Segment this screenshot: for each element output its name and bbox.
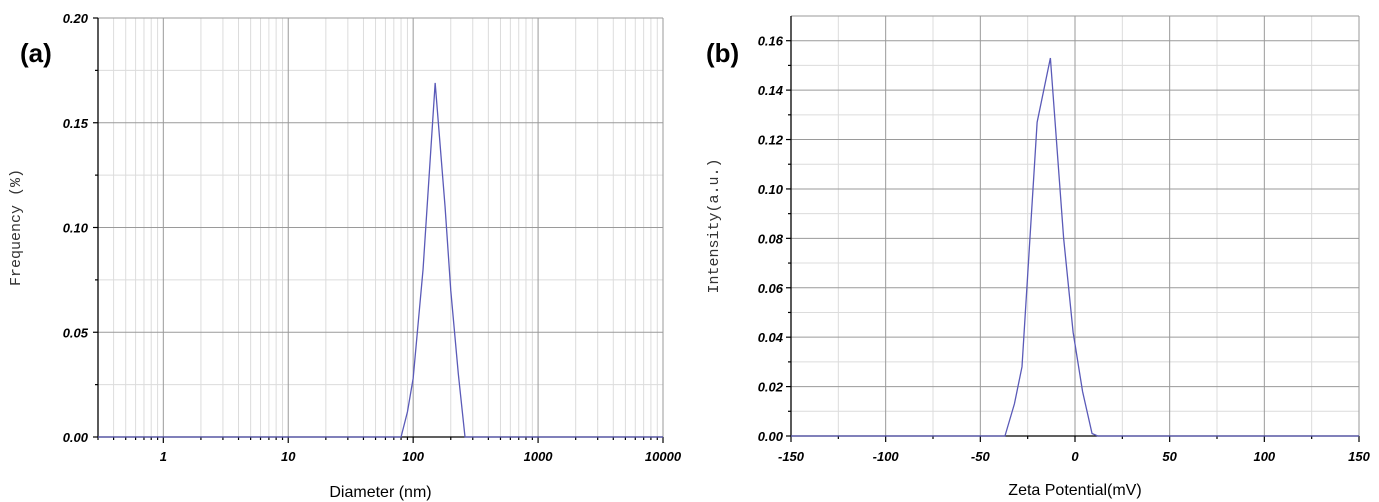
series-line: [791, 57, 1359, 437]
y-tick-label: 0.05: [63, 325, 89, 340]
x-tick-label: -150: [778, 449, 805, 464]
y-tick-label: 0.08: [758, 231, 784, 246]
y-tick-label: 0.16: [758, 34, 784, 49]
y-axis-title: Intensity(a.u.): [706, 158, 723, 293]
y-tick-label: 0.10: [758, 182, 784, 197]
y-axis-title: Frequency (%): [8, 169, 25, 286]
x-tick-label: 1000: [524, 449, 554, 464]
x-tick-label: 100: [1253, 449, 1275, 464]
panel-label: (a): [20, 38, 52, 68]
x-tick-label: 50: [1162, 449, 1177, 464]
x-axis-title: Diameter (nm): [329, 484, 431, 501]
y-tick-label: 0.00: [758, 429, 784, 444]
x-tick-label: 0: [1071, 449, 1079, 464]
y-tick-label: 0.04: [758, 330, 784, 345]
y-tick-label: 0.10: [63, 221, 89, 236]
y-tick-label: 0.15: [63, 116, 89, 131]
x-axis-title: Zeta Potential(mV): [1008, 482, 1141, 499]
panel-a-diameter-distribution: 1 10 100 1000 10000 0.00 0.05 0.10 0.15 0.20 Diame…: [8, 11, 682, 501]
y-tick-label: 0.06: [758, 281, 784, 296]
x-tick-label: -100: [873, 449, 900, 464]
y-tick-label: 0.02: [758, 380, 784, 395]
x-tick-label: 10: [281, 449, 296, 464]
y-tick-label: 0.20: [63, 11, 89, 26]
x-tick-label: 150: [1348, 449, 1370, 464]
series-line: [98, 82, 663, 438]
y-tick-label: 0.12: [758, 133, 784, 148]
x-tick-label: 100: [402, 449, 424, 464]
x-tick-label: 1: [160, 449, 167, 464]
y-tick-label: 0.00: [63, 430, 89, 445]
x-tick-label: 10000: [645, 449, 682, 464]
x-tick-label: -50: [971, 449, 991, 464]
panel-b-zeta-potential: -150 -100 -50 0 50 100 150 0.00 0.02 0.04 0.06 0.08…: [706, 15, 1371, 499]
y-tick-label: 0.14: [758, 83, 784, 98]
panel-label: (b): [706, 38, 739, 68]
